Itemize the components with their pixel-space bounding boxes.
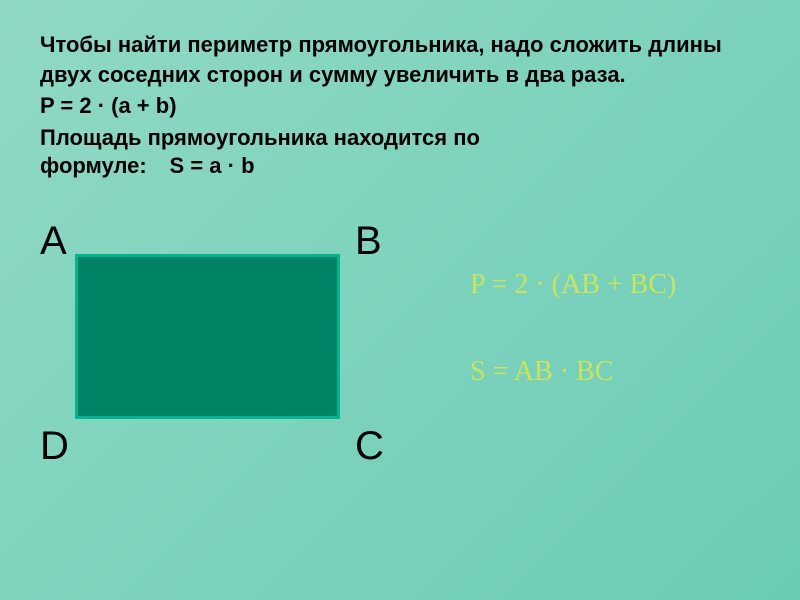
perimeter-formula: P = 2 · (a + b) (40, 93, 760, 119)
area-definition-text: Площадь прямоугольника находится по (40, 123, 760, 153)
area-formula-abc: S = AB · BC (470, 356, 676, 388)
vertex-b: B (355, 219, 382, 264)
definition-text: Чтобы найти периметр прямоугольника, над… (40, 30, 760, 89)
area-formula-value: S = a · b (170, 153, 255, 178)
vertex-c: C (355, 424, 384, 469)
diagram-container: A B C D P = 2 · (AB + BC) S = AB · BC (0, 204, 800, 504)
rectangle-shape (75, 254, 340, 419)
vertex-a: A (40, 219, 67, 264)
perimeter-formula-abc: P = 2 · (AB + BC) (470, 269, 676, 301)
area-formula (151, 153, 169, 178)
vertex-d: D (40, 424, 69, 469)
formula-intro: формуле: (40, 153, 147, 178)
right-formulas-block: P = 2 · (AB + BC) S = AB · BC (470, 269, 676, 443)
